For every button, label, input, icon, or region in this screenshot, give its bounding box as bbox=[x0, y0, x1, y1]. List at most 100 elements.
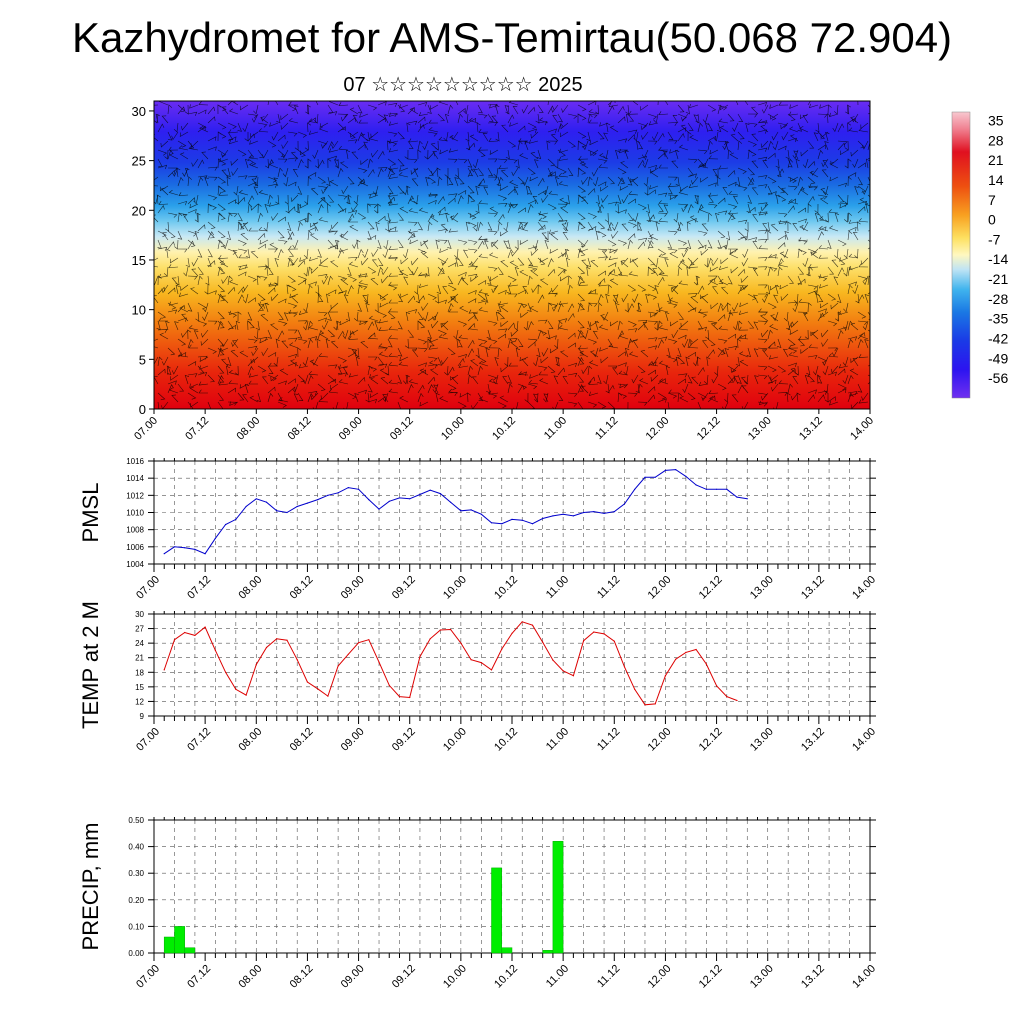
wind-barb bbox=[497, 266, 504, 275]
wind-barb bbox=[217, 239, 226, 247]
wind-barb bbox=[669, 194, 679, 201]
wind-barb bbox=[171, 131, 179, 141]
wind-barb bbox=[207, 401, 212, 409]
wind-barb bbox=[317, 317, 327, 322]
wind-barb bbox=[387, 311, 396, 320]
wind-barb bbox=[789, 176, 799, 182]
wind-barb bbox=[408, 138, 419, 143]
wind-barb bbox=[457, 354, 468, 359]
wind-barb bbox=[497, 194, 508, 201]
wind-barb bbox=[353, 194, 359, 205]
wind-barb bbox=[657, 339, 664, 349]
wind-barb bbox=[165, 221, 170, 232]
wind-barb bbox=[239, 350, 249, 358]
wind-barb bbox=[667, 239, 673, 249]
wind-barb bbox=[678, 280, 689, 286]
pmsl-point bbox=[634, 488, 636, 490]
wind-barb bbox=[472, 312, 479, 322]
wind-barb bbox=[187, 176, 193, 187]
wind-barb bbox=[804, 329, 809, 340]
wind-barb bbox=[237, 286, 245, 295]
wind-barbs bbox=[154, 101, 870, 409]
wind-barb bbox=[777, 185, 786, 194]
wind-barb bbox=[525, 185, 531, 196]
pmsl-point bbox=[296, 505, 298, 508]
wind-barb bbox=[357, 376, 366, 385]
wind-barb bbox=[541, 232, 549, 241]
wind-barb bbox=[440, 320, 449, 328]
wind-barb bbox=[532, 239, 539, 250]
wind-barb bbox=[507, 275, 517, 283]
wind-barb bbox=[388, 326, 399, 331]
wind-barb bbox=[517, 289, 527, 295]
wind-barb bbox=[803, 312, 809, 322]
x-tick-label: 12.00 bbox=[646, 574, 674, 602]
wind-barb bbox=[318, 352, 329, 358]
wind-barb bbox=[617, 105, 625, 115]
wind-barb bbox=[677, 378, 686, 385]
wind-barb bbox=[842, 374, 849, 385]
wind-barb bbox=[477, 113, 488, 119]
wind-barb bbox=[399, 104, 409, 109]
wind-barb bbox=[247, 113, 258, 119]
pmsl-point bbox=[542, 517, 544, 520]
wind-barb bbox=[399, 356, 409, 362]
wind-barb bbox=[627, 221, 638, 228]
wind-barb bbox=[632, 340, 639, 349]
wind-barb bbox=[551, 104, 559, 113]
wind-barb bbox=[352, 239, 359, 249]
wind-barb bbox=[547, 158, 556, 167]
wind-barb bbox=[762, 160, 769, 169]
wind-barb bbox=[810, 329, 819, 337]
wind-barb bbox=[657, 212, 668, 217]
wind-barb bbox=[517, 384, 525, 394]
wind-barb bbox=[497, 221, 503, 232]
wind-barb bbox=[454, 177, 459, 187]
wind-barb bbox=[248, 373, 259, 378]
wind-barb bbox=[797, 278, 806, 286]
wind-barb bbox=[439, 248, 449, 254]
wind-barb bbox=[435, 239, 440, 250]
wind-barb bbox=[667, 131, 674, 140]
wind-barb bbox=[354, 311, 359, 322]
wind-barb bbox=[669, 251, 679, 259]
wind-barb bbox=[269, 122, 279, 127]
y-tick-label: 1010 bbox=[126, 509, 144, 518]
wind-barb bbox=[190, 401, 199, 408]
wind-barb bbox=[843, 248, 849, 259]
wind-barb bbox=[640, 350, 649, 358]
wind-barb bbox=[577, 194, 586, 202]
wind-barb bbox=[459, 305, 469, 313]
x-tick-label: 09.00 bbox=[339, 574, 367, 602]
wind-barb bbox=[547, 302, 553, 313]
wind-barb bbox=[848, 253, 859, 259]
wind-barb bbox=[555, 356, 560, 367]
wind-barb bbox=[427, 213, 435, 223]
x-tick-label: 11.00 bbox=[544, 574, 571, 601]
wind-barb bbox=[167, 212, 178, 218]
wind-barb bbox=[747, 177, 755, 187]
wind-barb bbox=[297, 221, 303, 232]
wind-barb bbox=[475, 203, 480, 214]
wind-barb bbox=[527, 302, 532, 312]
wind-barb bbox=[612, 367, 619, 376]
wind-barb bbox=[478, 128, 489, 133]
temp-point bbox=[705, 663, 707, 665]
wind-barb bbox=[727, 365, 737, 373]
wind-barb bbox=[280, 113, 289, 121]
wind-barb bbox=[388, 352, 399, 358]
wind-barb bbox=[217, 284, 226, 293]
wind-barb bbox=[307, 391, 318, 396]
wind-barb bbox=[657, 203, 664, 212]
wind-barb bbox=[718, 165, 729, 170]
x-tick-label: 13.00 bbox=[748, 963, 776, 991]
wind-barb bbox=[317, 293, 322, 304]
wind-barb bbox=[857, 162, 866, 169]
wind-barb bbox=[487, 176, 498, 181]
wind-barb bbox=[397, 293, 404, 303]
wind-barb bbox=[647, 189, 656, 196]
wind-barb bbox=[427, 221, 433, 232]
wind-barb bbox=[251, 347, 259, 357]
wind-barb bbox=[587, 221, 594, 230]
wind-barb bbox=[506, 284, 512, 295]
